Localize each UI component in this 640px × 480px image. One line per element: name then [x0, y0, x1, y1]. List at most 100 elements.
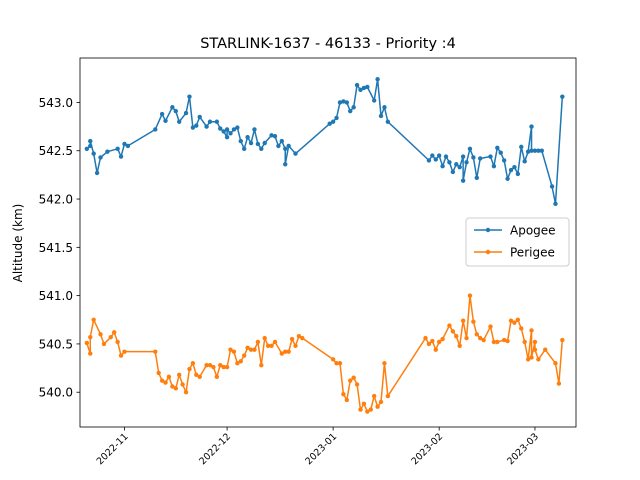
data-point-perigee: [272, 339, 278, 345]
data-point-apogee: [252, 127, 257, 132]
data-point-apogee: [447, 160, 452, 165]
data-point-perigee: [529, 328, 534, 333]
data-point-perigee: [430, 338, 435, 344]
data-point-perigee: [84, 340, 90, 346]
data-point-apogee: [197, 114, 202, 120]
data-point-perigee: [231, 349, 237, 354]
data-point-apogee: [122, 141, 127, 147]
series-layer: [84, 77, 565, 414]
data-point-apogee: [344, 100, 350, 105]
data-point-perigee: [508, 318, 514, 323]
data-point-perigee: [460, 318, 466, 323]
data-point-perigee: [368, 407, 373, 412]
data-point-perigee: [265, 343, 271, 349]
data-point-apogee: [293, 151, 298, 156]
data-point-apogee: [248, 140, 254, 146]
data-point-apogee: [491, 163, 497, 169]
data-point-perigee: [450, 329, 456, 334]
data-point-perigee: [101, 341, 107, 347]
data-point-perigee: [512, 320, 517, 325]
data-point-perigee: [228, 347, 233, 352]
data-point-apogee: [204, 124, 209, 129]
data-point-perigee: [375, 404, 380, 409]
data-point-perigee: [515, 317, 521, 322]
data-point-apogee: [286, 143, 291, 149]
y-tick-label: 540.5: [39, 337, 73, 351]
data-point-perigee: [163, 380, 168, 385]
data-point-perigee: [433, 347, 438, 352]
data-point-perigee: [255, 339, 261, 345]
data-point-perigee: [501, 337, 507, 343]
data-point-apogee: [224, 135, 230, 140]
data-point-apogee: [170, 105, 175, 110]
data-point-perigee: [464, 335, 469, 341]
data-point-apogee: [283, 146, 288, 151]
data-point-apogee: [218, 126, 223, 131]
data-point-perigee: [344, 397, 350, 403]
data-point-perigee: [525, 357, 531, 362]
data-point-apogee: [91, 151, 96, 156]
data-point-apogee: [221, 129, 226, 134]
data-point-apogee: [330, 119, 336, 124]
data-point-apogee: [163, 118, 168, 123]
data-point-apogee: [450, 169, 456, 175]
data-point-apogee: [341, 99, 346, 104]
data-point-perigee: [238, 359, 243, 364]
data-point-apogee: [525, 149, 531, 154]
data-point-perigee: [553, 361, 558, 366]
data-point-apogee: [159, 111, 165, 117]
data-point-apogee: [498, 150, 503, 155]
data-point-perigee: [197, 374, 202, 379]
data-point-perigee: [556, 381, 562, 386]
legend: Apogee Perigee: [465, 217, 570, 267]
data-point-perigee: [187, 366, 192, 372]
data-point-apogee: [231, 127, 237, 132]
data-point-perigee: [296, 334, 302, 339]
data-point-perigee: [166, 374, 172, 379]
data-point-apogee: [118, 154, 124, 159]
data-point-perigee: [543, 347, 548, 352]
data-point-apogee: [532, 148, 538, 153]
data-point-perigee: [156, 370, 161, 376]
y-tick-label: 543.0: [39, 96, 73, 110]
data-point-apogee: [460, 154, 466, 159]
data-point-perigee: [440, 336, 445, 342]
data-point-perigee: [532, 347, 538, 352]
data-point-apogee: [549, 184, 555, 189]
data-point-apogee: [354, 82, 360, 88]
data-point-perigee: [293, 343, 298, 349]
data-point-apogee: [283, 162, 288, 167]
data-point-apogee: [474, 175, 479, 180]
series-apogee: [84, 77, 565, 207]
data-point-apogee: [262, 140, 267, 146]
data-point-apogee: [228, 131, 233, 136]
legend-marker-apogee: [485, 227, 491, 233]
data-point-apogee: [224, 127, 230, 132]
data-point-apogee: [334, 115, 339, 121]
data-point-apogee: [269, 133, 274, 138]
data-point-perigee: [241, 353, 247, 358]
data-point-perigee: [341, 391, 346, 397]
data-point-perigee: [519, 326, 524, 331]
data-point-apogee: [190, 125, 196, 130]
data-point-perigee: [286, 349, 291, 354]
y-tick-label: 541.5: [39, 241, 73, 255]
data-point-apogee: [173, 108, 178, 114]
data-point-perigee: [371, 393, 377, 399]
data-point-perigee: [190, 361, 196, 366]
data-point-perigee: [505, 338, 510, 344]
data-point-apogee: [457, 164, 462, 170]
y-axis-label: Altitude (km): [11, 204, 25, 283]
data-point-perigee: [337, 361, 343, 366]
data-point-perigee: [330, 357, 336, 362]
data-point-perigee: [436, 339, 442, 345]
data-point-apogee: [529, 124, 534, 129]
data-point-apogee: [464, 160, 469, 165]
data-point-apogee: [255, 141, 261, 147]
data-point-perigee: [279, 351, 285, 356]
data-point-apogee: [553, 201, 558, 207]
data-point-perigee: [221, 364, 226, 370]
data-point-apogee: [519, 144, 524, 150]
data-point-apogee: [539, 148, 544, 153]
data-point-perigee: [173, 386, 178, 391]
